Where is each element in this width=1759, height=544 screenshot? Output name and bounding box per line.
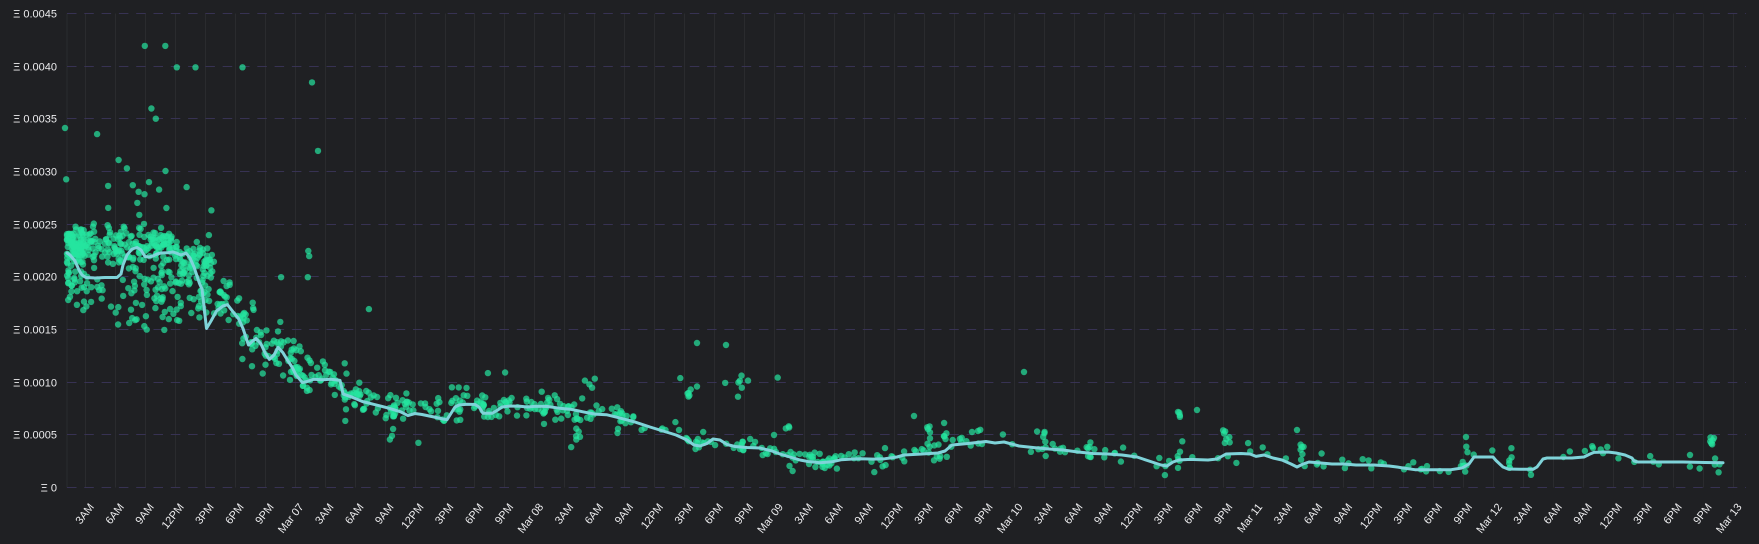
svg-text:Ξ 0.0010: Ξ 0.0010	[13, 378, 57, 390]
svg-text:Ξ 0.0005: Ξ 0.0005	[13, 430, 57, 442]
svg-text:Ξ 0.0040: Ξ 0.0040	[13, 62, 57, 74]
svg-text:Ξ 0.0045: Ξ 0.0045	[13, 9, 57, 21]
svg-text:Ξ 0.0030: Ξ 0.0030	[13, 167, 57, 179]
svg-text:Ξ 0.0035: Ξ 0.0035	[13, 114, 57, 126]
svg-text:Ξ 0: Ξ 0	[41, 483, 57, 495]
svg-text:Ξ 0.0015: Ξ 0.0015	[13, 325, 57, 337]
svg-text:Ξ 0.0020: Ξ 0.0020	[13, 272, 57, 284]
svg-text:Ξ 0.0025: Ξ 0.0025	[13, 220, 57, 232]
